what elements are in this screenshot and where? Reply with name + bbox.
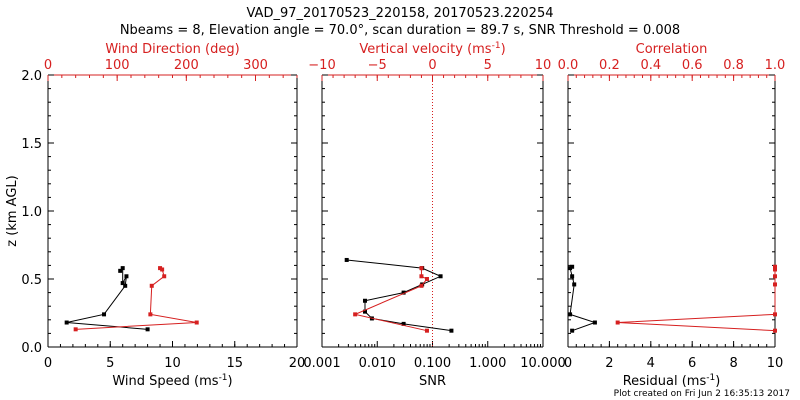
snr-line	[346, 259, 452, 332]
wind-direction-point	[162, 274, 167, 279]
snr-panel: 0.001 0.010 0.100 1.000 10.000 SNR −10 −5 0 5 10 Ve…	[303, 41, 565, 389]
wind-speed-point	[64, 320, 69, 325]
vertical-velocity-point	[424, 277, 429, 281]
wind-direction-point	[160, 267, 165, 272]
figure-title: VAD_97_20170523_220158, 20170523.220254	[247, 6, 554, 21]
x-tick-label: 5	[106, 356, 114, 371]
vertical-velocity-point	[353, 312, 358, 317]
y-axis-label: z (km AGL)	[5, 175, 20, 246]
residual-point	[592, 320, 597, 325]
wind-speed-point	[145, 327, 150, 332]
wind-speed-point	[120, 266, 125, 271]
top-tick-label: 0	[44, 58, 52, 73]
wind-direction-point	[194, 320, 199, 325]
wind-direction-line	[75, 267, 197, 330]
top-tick-label: 5	[484, 58, 492, 73]
residual-point	[572, 282, 577, 287]
vertical-velocity-point	[419, 266, 424, 271]
top-axis-label: Vertical velocity (ms-1)	[359, 41, 505, 57]
correlation-point	[773, 328, 777, 333]
wind-speed-point	[123, 283, 128, 288]
y-tick-label: 0.0	[21, 341, 42, 356]
snr-point	[362, 298, 367, 303]
x-tick-label: 8	[729, 356, 737, 371]
vertical-velocity-point	[424, 328, 429, 333]
wind-direction-point	[73, 327, 78, 332]
top-tick-label: 0	[428, 58, 436, 73]
snr-point	[401, 321, 406, 326]
top-tick-label: 1.0	[765, 58, 786, 73]
snr-point	[401, 290, 406, 295]
top-tick-label: 200	[174, 58, 199, 73]
x-axis-label: Residual (ms-1)	[623, 373, 721, 389]
residual-point	[570, 274, 575, 279]
correlation-point	[615, 320, 620, 325]
correlation-point	[773, 264, 777, 269]
y-tick-label: 2.0	[21, 69, 42, 84]
correlation-point	[773, 274, 777, 279]
top-tick-label: 10	[535, 58, 552, 73]
top-tick-label: 0.8	[723, 58, 744, 73]
residual-panel: 0 2 4 6 8 10 Residual (ms-1) 0.0 0.2 0.4 0.6 0.8 1.0…	[558, 42, 786, 389]
residual-point	[570, 328, 575, 333]
x-tick-label: 6	[688, 356, 696, 371]
y-tick-label: 1.5	[21, 137, 42, 152]
x-tick-label: 2	[605, 356, 613, 371]
top-tick-label: 0.2	[599, 58, 620, 73]
wind-panel: 0.0 0.5 1.0 1.5 2.0 z (km AGL) 0 5 10 15 20 Wind Sp…	[5, 42, 305, 389]
correlation-point	[773, 312, 777, 317]
wind-speed-point	[124, 274, 129, 279]
top-tick-label: −10	[308, 58, 335, 73]
top-tick-label: 0.6	[682, 58, 703, 73]
figure-subtitle: Nbeams = 8, Elevation angle = 70.0°, sca…	[120, 23, 680, 38]
wind-direction-point	[158, 266, 163, 271]
x-tick-label: 10.000	[520, 356, 566, 371]
correlation-point	[773, 267, 777, 272]
snr-point	[362, 309, 367, 314]
x-tick-label: 1.000	[469, 356, 506, 371]
y-tick-label: 1.0	[21, 205, 42, 220]
x-tick-label: 15	[226, 356, 243, 371]
x-tick-label: 10	[767, 356, 784, 371]
residual-point	[568, 266, 573, 271]
top-tick-label: 300	[243, 58, 268, 73]
top-tick-label: 0.0	[558, 58, 579, 73]
snr-point	[449, 328, 454, 333]
residual-point	[570, 264, 575, 269]
vertical-velocity-point	[419, 274, 424, 279]
wind-speed-point	[120, 281, 125, 286]
wind-direction-point	[148, 312, 153, 317]
x-axis-label: Wind Speed (ms-1)	[112, 373, 232, 389]
wind-speed-point	[102, 312, 107, 317]
top-tick-label: 100	[105, 58, 130, 73]
correlation-line	[617, 266, 776, 332]
x-tick-label: 20	[289, 356, 306, 371]
vertical-velocity-point	[419, 283, 424, 288]
x-tick-label: 0	[44, 356, 52, 371]
top-tick-label: 0.4	[640, 58, 661, 73]
wind-speed-line	[66, 266, 148, 330]
top-axis-label: Correlation	[636, 42, 708, 57]
snr-point	[438, 274, 443, 279]
residual-point	[568, 312, 573, 317]
x-tick-label: 0.001	[303, 356, 340, 371]
y-tick-label: 0.5	[21, 273, 42, 288]
x-tick-label: 0.100	[414, 356, 451, 371]
x-tick-label: 10	[164, 356, 181, 371]
x-tick-label: 0	[564, 356, 572, 371]
top-tick-label: −5	[368, 58, 387, 73]
x-axis-label: SNR	[419, 374, 446, 389]
top-axis-label: Wind Direction (deg)	[105, 42, 239, 57]
plot-created-footer: Plot created on Fri Jun 2 16:35:13 2017	[614, 389, 790, 399]
correlation-point	[773, 282, 777, 287]
wind-speed-point	[118, 268, 123, 273]
snr-point	[344, 257, 349, 262]
x-tick-label: 0.010	[359, 356, 396, 371]
x-tick-label: 4	[647, 356, 655, 371]
wind-direction-point	[149, 283, 154, 288]
